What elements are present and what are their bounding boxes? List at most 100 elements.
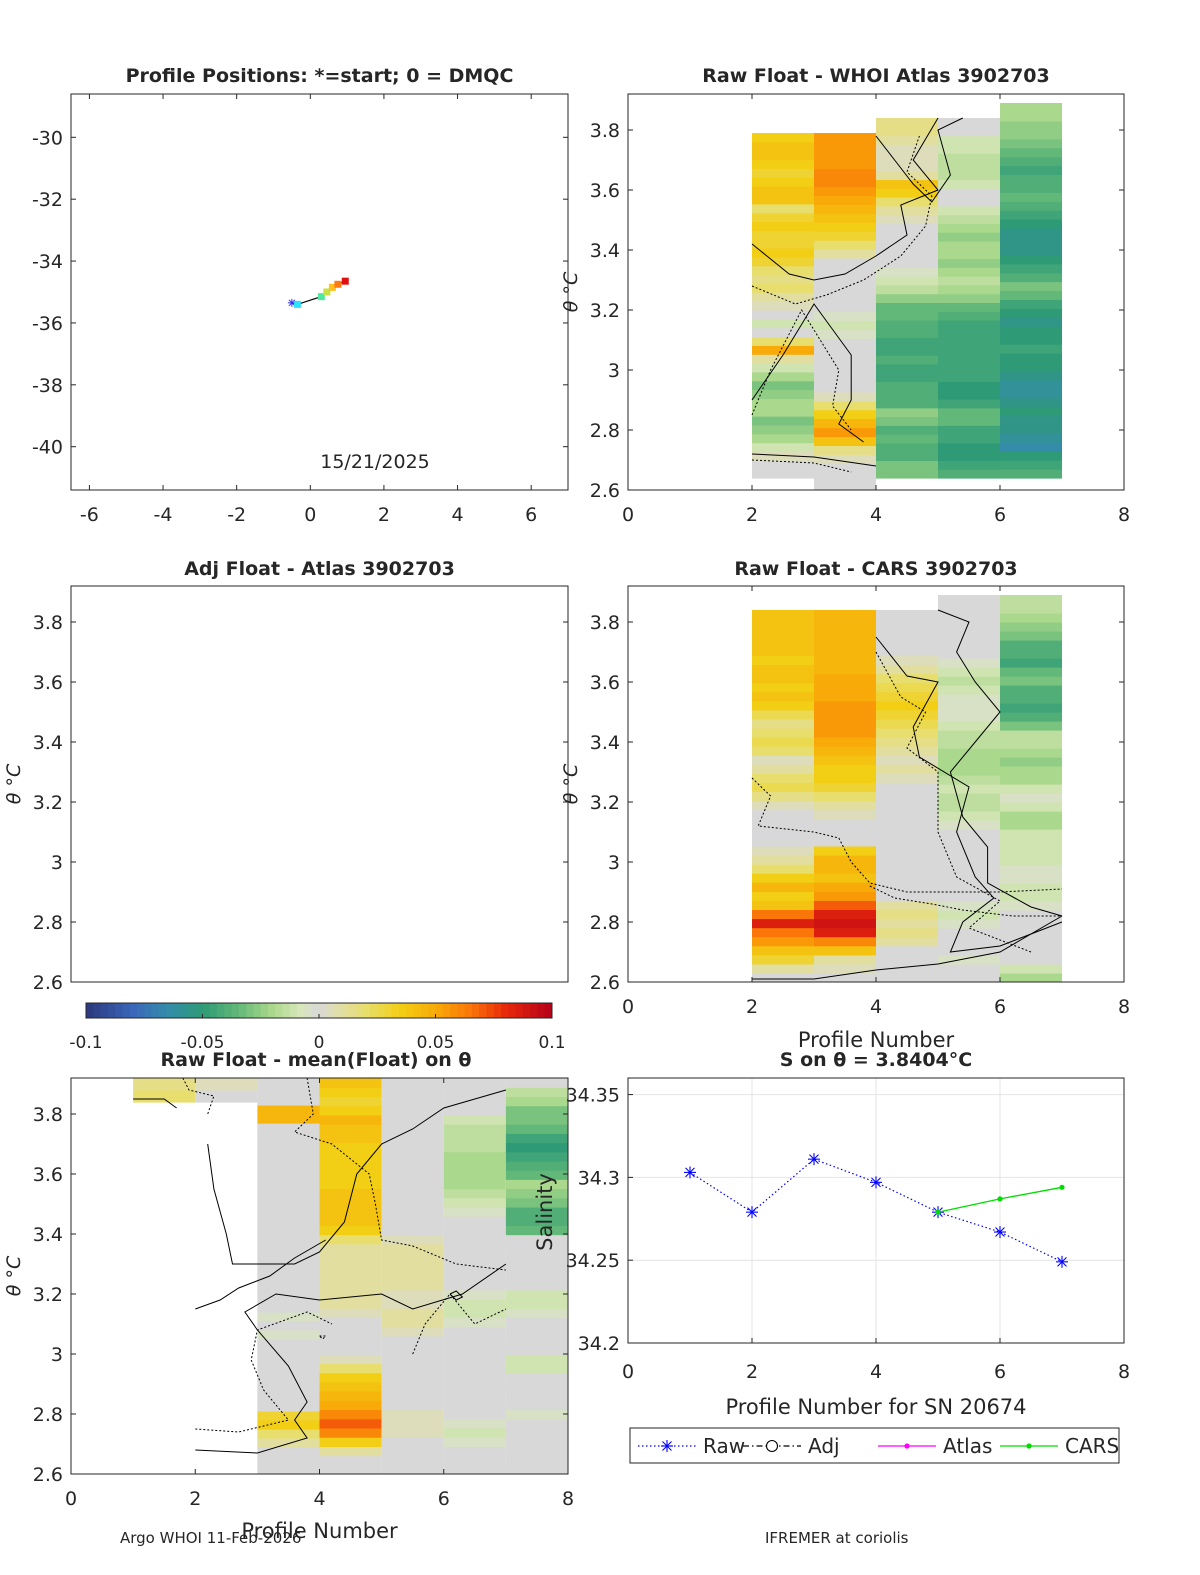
heatmap-cell [319, 1188, 382, 1199]
heatmap-cell [814, 800, 876, 811]
heatmap-cell [938, 118, 1000, 128]
heatmap-cell [1000, 883, 1062, 893]
heatmap-cell [257, 1330, 320, 1340]
y-tick-label: 3 [608, 852, 620, 874]
x-tick-label: 0 [622, 996, 634, 1018]
heatmap-cell [319, 1105, 382, 1116]
heatmap-cell [938, 363, 1000, 374]
x-tick-label: 4 [313, 1488, 325, 1510]
heatmap-cell [319, 1078, 382, 1088]
colorbar-segment [136, 1003, 145, 1018]
heatmap-cell [752, 682, 814, 693]
heatmap-cell [257, 1240, 320, 1250]
salinity-grid [628, 1078, 1124, 1343]
colorbar-segment [333, 1003, 342, 1018]
heatmap-cell [505, 1391, 568, 1401]
heatmap-cell [505, 1160, 568, 1171]
heatmap-cell [938, 416, 1000, 426]
heatmap-cell [443, 1124, 506, 1134]
heatmap-cell [505, 1446, 568, 1457]
heatmap-cell [381, 1133, 444, 1144]
heatmap-cell [938, 398, 1000, 409]
heatmap-cell [443, 1096, 506, 1107]
star-stroke [809, 1154, 819, 1165]
heatmap-cell [752, 424, 814, 435]
heatmap-cell [443, 1151, 506, 1162]
adj-title: Adj Float - Atlas 3902703 [184, 558, 455, 580]
heatmap-cell [938, 311, 1000, 321]
heatmap-cell [814, 266, 876, 277]
adj-axes-box [70, 585, 569, 983]
heatmap-cell [876, 782, 938, 793]
heatmap-cell [814, 891, 876, 901]
heatmap-cell [319, 1326, 382, 1337]
heatmap-cell [876, 700, 938, 711]
heatmap-cell [752, 854, 814, 865]
heatmap-cell [938, 775, 1000, 785]
salinity-ticks: 0 2 4 6 8 34.2 34.25 34.3 34.35 [566, 1085, 1130, 1383]
heatmap-cell [876, 328, 938, 339]
heatmap-cell [876, 416, 938, 426]
heatmap-cell [443, 1170, 506, 1180]
cars-ticks: 0 2 4 6 8 2.6 2.8 3 3.2 3.4 3.6 3.8 [590, 586, 1130, 1018]
heatmap-cell [1000, 847, 1062, 857]
heatmap-cell [257, 1456, 320, 1466]
y-tick-label: -34 [32, 251, 63, 273]
profile-position-marker [293, 300, 301, 308]
heatmap-cell [257, 1249, 320, 1259]
heatmap-cell [938, 302, 1000, 312]
x-tick-label: 6 [994, 504, 1006, 526]
heatmap-cell [938, 197, 1000, 207]
heatmap-cell [938, 293, 1000, 303]
heatmap-cell [814, 818, 876, 829]
heatmap-cell [319, 1124, 382, 1134]
heatmap-cell [876, 972, 938, 982]
heatmap-cell [814, 302, 876, 313]
heatmap-cell [1000, 433, 1062, 443]
heatmap-cell [443, 1446, 506, 1457]
heatmap-cell [1000, 874, 1062, 884]
footer-left: Argo WHOI 11-Feb-2026 [120, 1529, 301, 1547]
heatmap-cell [505, 1234, 568, 1245]
y-tick-label: 3.8 [590, 120, 620, 142]
colorbar-segment [282, 1003, 291, 1018]
colorbar-segment [289, 1003, 298, 1018]
profile-position-marker [317, 293, 325, 301]
heatmap-cell [938, 372, 1000, 383]
heatmap-cell [1000, 129, 1062, 140]
heatmap-cell [752, 782, 814, 793]
raw-star-marker [684, 1166, 696, 1179]
heatmap-cell [938, 964, 1000, 974]
heatmap-cell [505, 1078, 568, 1088]
heatmap-cell [319, 1335, 382, 1346]
raw-star-marker [870, 1176, 882, 1189]
heatmap-cell [505, 1418, 568, 1429]
heatmap-cell [1000, 649, 1062, 659]
heatmap-cell [814, 400, 876, 411]
y-tick-label: 3.4 [33, 732, 63, 754]
x-tick-label: 6 [994, 1361, 1006, 1383]
heatmap-cell [381, 1299, 444, 1309]
cars-xlabel: Profile Number [798, 1028, 955, 1052]
heatmap-cell [257, 1096, 320, 1106]
colorbar-tick-label: 0.1 [538, 1033, 565, 1053]
heatmap-cell [814, 240, 876, 250]
heatmap-cell [752, 827, 814, 838]
heatmap-cell [1000, 138, 1062, 149]
heatmap-cell [938, 640, 1000, 650]
heatmap-cell [876, 240, 938, 251]
heatmap-cell [505, 1354, 568, 1365]
contour-line [293, 1078, 506, 1271]
heatmap-cell [938, 249, 1000, 260]
heatmap-cell [752, 664, 814, 675]
heatmap-cell [876, 337, 938, 347]
y-tick-label: 2.6 [590, 972, 620, 994]
adj-ticks: 2.6 2.8 3 3.2 3.4 3.6 3.8 [33, 612, 568, 994]
heatmap-cell [938, 328, 1000, 339]
colorbar-segment [369, 1003, 378, 1018]
heatmap-cell [752, 918, 814, 929]
heatmap-cell [319, 1427, 382, 1438]
heatmap-cell [319, 1096, 382, 1107]
heatmap-cell [814, 791, 876, 802]
heatmap-cell [876, 311, 938, 321]
